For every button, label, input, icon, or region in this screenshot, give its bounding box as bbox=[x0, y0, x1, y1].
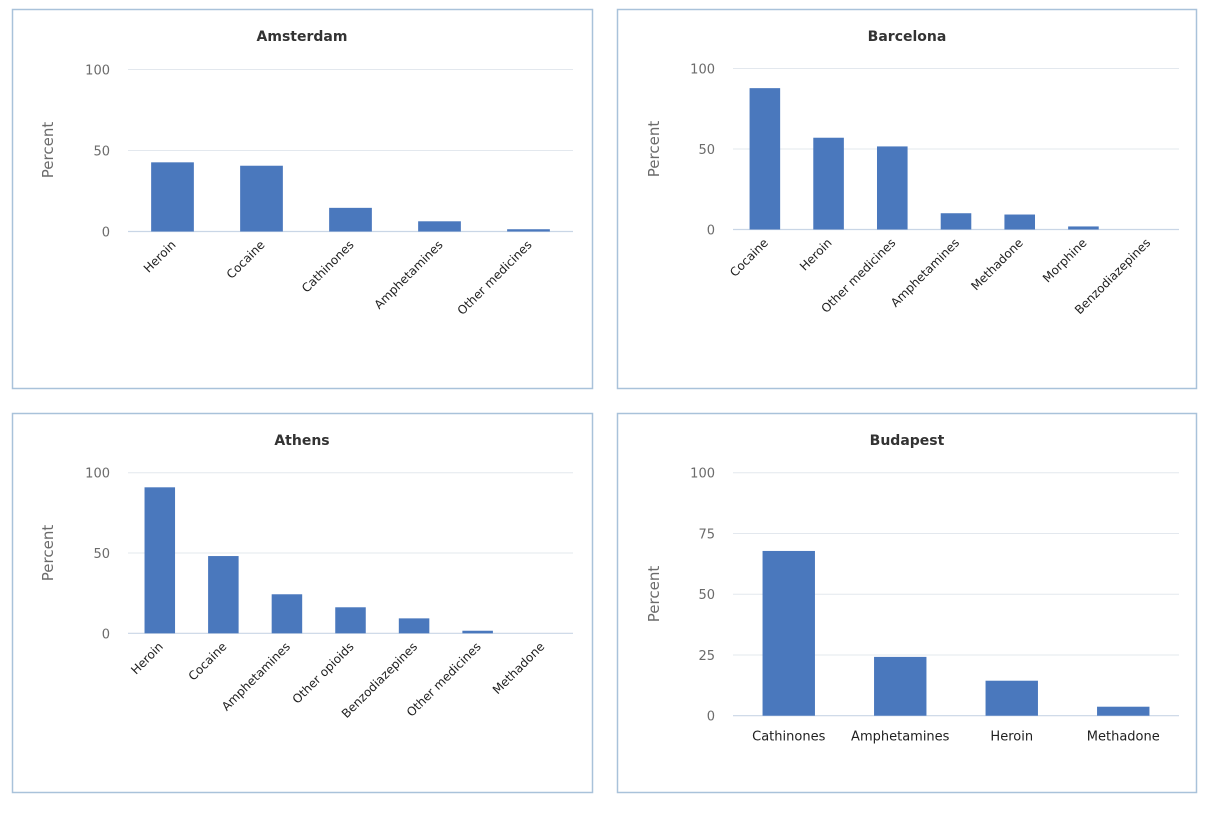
y-tick-label: 100 bbox=[690, 467, 715, 482]
chart-title: Barcelona bbox=[868, 29, 947, 45]
bar bbox=[462, 630, 493, 634]
chart-panel-budapest: Budapest Percent 0 25 50 75 100 Cathinones Am… bbox=[616, 412, 1198, 794]
bar bbox=[876, 146, 908, 230]
chart-title: Amsterdam bbox=[257, 29, 348, 45]
y-tick-label: 100 bbox=[85, 64, 110, 79]
bar bbox=[1097, 706, 1150, 716]
bar bbox=[398, 618, 430, 634]
bar bbox=[208, 556, 239, 634]
bar bbox=[507, 229, 550, 232]
bar bbox=[335, 607, 366, 634]
bar bbox=[1068, 226, 1099, 230]
bars bbox=[762, 550, 1150, 716]
bar bbox=[151, 162, 194, 232]
y-tick-label: 100 bbox=[85, 467, 110, 482]
y-tick-label: 0 bbox=[102, 627, 110, 642]
bars bbox=[144, 487, 493, 634]
y-tick-label: 0 bbox=[707, 224, 715, 239]
bar bbox=[813, 137, 844, 230]
y-tick-label: 50 bbox=[698, 143, 715, 158]
y-ticks: 0 50 100 bbox=[85, 64, 573, 241]
bar bbox=[1004, 214, 1036, 230]
y-tick-label: 100 bbox=[690, 63, 715, 78]
bar bbox=[762, 550, 815, 716]
bar bbox=[271, 594, 303, 634]
y-ticks: 0 25 50 75 100 bbox=[690, 467, 1179, 725]
bars bbox=[151, 162, 550, 232]
bar bbox=[240, 165, 283, 232]
x-tick-label: Cathinones bbox=[752, 730, 825, 745]
x-tick-label: Methadone bbox=[1087, 730, 1160, 745]
y-axis-label: Percent bbox=[39, 525, 57, 582]
panel-frame bbox=[616, 412, 1198, 794]
y-tick-label: 50 bbox=[93, 547, 110, 562]
bar bbox=[418, 221, 461, 232]
bar bbox=[985, 680, 1038, 716]
y-tick-label: 50 bbox=[698, 588, 715, 603]
bars bbox=[749, 88, 1099, 230]
bar bbox=[144, 487, 176, 634]
x-tick-label: Amphetamines bbox=[851, 730, 950, 745]
y-tick-label: 75 bbox=[698, 527, 715, 542]
bar bbox=[329, 207, 372, 232]
y-tick-label: 50 bbox=[93, 145, 110, 160]
y-tick-label: 0 bbox=[707, 710, 715, 725]
y-axis-label: Percent bbox=[645, 121, 663, 178]
y-tick-label: 25 bbox=[698, 649, 715, 664]
chart-title: Budapest bbox=[870, 433, 945, 449]
bar bbox=[749, 88, 781, 230]
y-tick-label: 0 bbox=[102, 226, 110, 241]
panel-frame bbox=[11, 8, 594, 390]
x-tick-label: Heroin bbox=[990, 730, 1033, 745]
y-axis-label: Percent bbox=[39, 122, 57, 179]
x-tick-labels: Cathinones Amphetamines Heroin Methadone bbox=[752, 730, 1160, 745]
y-axis-label: Percent bbox=[645, 566, 663, 623]
chart-title: Athens bbox=[274, 433, 329, 449]
bar bbox=[940, 213, 972, 230]
panel-frame bbox=[11, 412, 594, 794]
bar bbox=[874, 656, 927, 716]
